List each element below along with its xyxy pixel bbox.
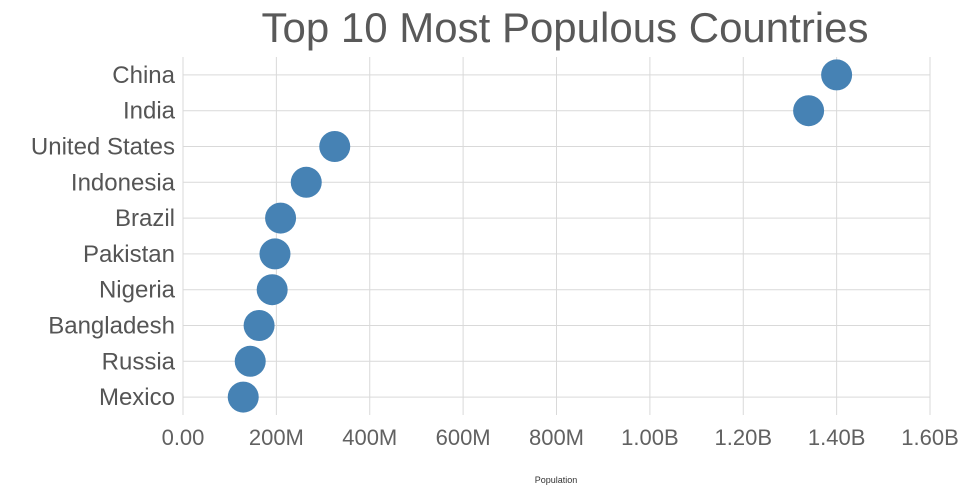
x-axis-ticks: 0.00 200M 400M 600M 800M 1.00B 1.20B 1.40B 1.60B — [162, 425, 959, 450]
x-tick-label: 1.60B — [901, 425, 959, 450]
gridlines — [182, 57, 931, 415]
data-point — [227, 381, 259, 413]
data-point — [821, 59, 853, 91]
x-tick-label: 800M — [529, 425, 584, 450]
y-axis-label: Pakistan — [83, 241, 175, 268]
data-point — [290, 166, 322, 198]
x-tick-label: 600M — [436, 425, 491, 450]
data-point — [234, 345, 266, 377]
data-point — [319, 131, 351, 162]
y-axis-label: China — [112, 62, 175, 89]
y-axis-labels: China India United States Indonesia Brazil Pa… — [31, 62, 176, 411]
x-tick-label: 1.00B — [621, 425, 679, 450]
x-tick-label: 1.20B — [715, 425, 773, 450]
data-point — [793, 95, 825, 127]
data-point — [259, 238, 291, 270]
data-points — [227, 59, 853, 413]
y-axis-label: Bangladesh — [48, 313, 175, 340]
data-point — [256, 274, 288, 306]
x-tick-label: 400M — [342, 425, 397, 450]
y-axis-label: Indonesia — [71, 169, 176, 196]
x-axis-title: Population — [535, 475, 578, 485]
y-axis-label: Russia — [102, 348, 176, 375]
y-axis-label: United States — [31, 134, 175, 161]
x-tick-label: 0.00 — [162, 425, 205, 450]
y-axis-label: Mexico — [99, 384, 175, 411]
x-tick-label: 200M — [249, 425, 304, 450]
chart-title: Top 10 Most Populous Countries — [261, 4, 868, 51]
x-tick-label: 1.40B — [808, 425, 866, 450]
data-point — [243, 310, 275, 341]
y-axis-label: Brazil — [115, 205, 175, 232]
y-axis-label: Nigeria — [99, 277, 176, 304]
y-axis-label: India — [123, 98, 176, 125]
data-point — [265, 202, 297, 234]
